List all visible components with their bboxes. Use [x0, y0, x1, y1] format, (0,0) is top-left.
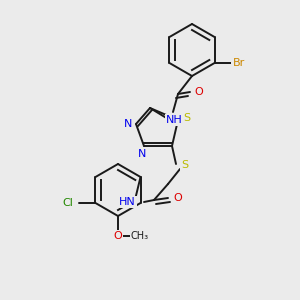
Text: Cl: Cl [63, 198, 74, 208]
Text: CH₃: CH₃ [131, 231, 149, 241]
Text: O: O [114, 231, 122, 241]
Text: O: O [174, 193, 182, 203]
Text: Br: Br [232, 58, 244, 68]
Text: HN: HN [119, 197, 136, 207]
Text: S: S [182, 160, 189, 170]
Text: N: N [124, 119, 132, 129]
Text: NH: NH [166, 115, 182, 125]
Text: S: S [183, 113, 190, 123]
Text: N: N [138, 149, 146, 159]
Text: O: O [195, 87, 203, 97]
